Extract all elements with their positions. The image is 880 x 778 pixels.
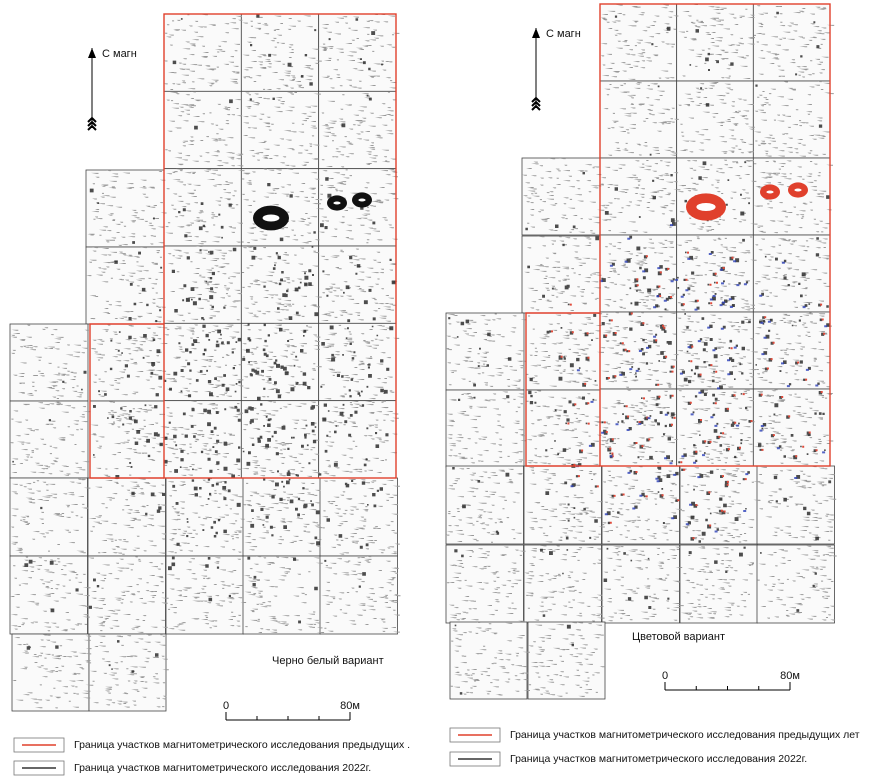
- legend-label: Граница участков магнитометрического исс…: [74, 739, 410, 751]
- survey-tile: [165, 555, 244, 635]
- prev-boundary: [163, 13, 397, 479]
- north-chevron: [87, 124, 97, 131]
- north-chevron: [531, 104, 541, 111]
- survey-tile: [319, 555, 398, 635]
- prev-boundary: [89, 323, 164, 479]
- legend-label: Граница участков магнитометрического исс…: [74, 762, 371, 774]
- legend-label: Граница участков магнитометрического исс…: [510, 753, 807, 765]
- survey-tile: [445, 312, 525, 391]
- panel-color: С магн Цветовой вариант 0 80м Граница участк…: [445, 3, 860, 767]
- survey-tile: [318, 322, 397, 402]
- survey-tile: [599, 80, 678, 159]
- survey-tile: [242, 555, 321, 635]
- survey-tile: [676, 80, 754, 159]
- survey-tile: [240, 400, 320, 479]
- survey-tile: [527, 621, 606, 700]
- survey-tile: [163, 13, 242, 92]
- prev-boundary: [599, 3, 831, 467]
- panel-bw: С магн Черно белый вариант 0 80м Граница уча…: [9, 13, 410, 776]
- survey-tile: [11, 633, 90, 712]
- survey-tile: [319, 477, 398, 557]
- texture-light: [10, 14, 401, 709]
- survey-tile: [752, 234, 831, 313]
- north-chevron: [87, 116, 97, 123]
- survey-tile: [240, 90, 320, 170]
- survey-tile: [752, 80, 831, 159]
- survey-tile: [445, 389, 525, 468]
- scale-start: 0: [223, 700, 229, 712]
- scale-end: 80м: [780, 670, 800, 682]
- anomaly-core: [766, 190, 774, 194]
- scale-end: 80м: [340, 700, 360, 712]
- north-label: С магн: [102, 48, 137, 60]
- anomaly-core: [262, 214, 280, 222]
- survey-tile: [525, 312, 601, 391]
- survey-tile: [9, 555, 88, 635]
- survey-tile: [523, 544, 602, 624]
- survey-tile: [163, 90, 242, 170]
- survey-tile: [601, 465, 680, 545]
- legend-box: [449, 727, 501, 743]
- survey-tile: [318, 13, 397, 92]
- anomaly-core: [358, 198, 366, 202]
- survey-tile: [85, 246, 165, 325]
- prev-boundary: [525, 312, 600, 467]
- north-chevron: [531, 100, 541, 107]
- north-label: С магн: [546, 28, 581, 40]
- survey-tile: [756, 544, 835, 624]
- anomaly-core: [333, 201, 341, 205]
- survey-tile: [525, 389, 601, 468]
- north-arrowhead: [88, 48, 96, 58]
- legend-label: Граница участков магнитометрического исс…: [510, 729, 860, 741]
- legend-box: [13, 760, 65, 776]
- survey-tile: [9, 400, 89, 479]
- survey-tile: [163, 322, 242, 402]
- survey-tile: [163, 168, 242, 247]
- north-arrowhead: [532, 28, 540, 38]
- survey-tile: [163, 400, 242, 479]
- survey-tile: [449, 621, 528, 700]
- survey-tile: [679, 544, 758, 624]
- survey-tile: [752, 388, 831, 467]
- survey-tile: [599, 157, 678, 236]
- survey-tile: [318, 90, 397, 170]
- survey-tile: [599, 311, 678, 390]
- anomaly-core: [794, 188, 802, 192]
- survey-tile: [445, 465, 524, 545]
- survey-tile: [445, 544, 524, 624]
- survey-tile: [752, 311, 831, 390]
- survey-tile: [240, 13, 320, 92]
- survey-tile: [87, 477, 166, 557]
- north-chevron: [87, 120, 97, 127]
- survey-tile: [523, 465, 602, 545]
- scale-start: 0: [662, 670, 668, 682]
- survey-tile: [752, 3, 831, 82]
- anomaly-core: [696, 203, 716, 211]
- survey-tile: [601, 544, 680, 624]
- survey-tile: [676, 3, 754, 82]
- north-chevron: [531, 96, 541, 103]
- survey-tile: [521, 157, 601, 236]
- legend-box: [449, 751, 501, 767]
- survey-tile: [242, 477, 321, 557]
- legend-box: [13, 737, 65, 753]
- survey-tile: [88, 633, 167, 712]
- caption: Цветовой вариант: [632, 631, 725, 643]
- caption: Черно белый вариант: [272, 655, 384, 667]
- survey-tile: [240, 322, 320, 402]
